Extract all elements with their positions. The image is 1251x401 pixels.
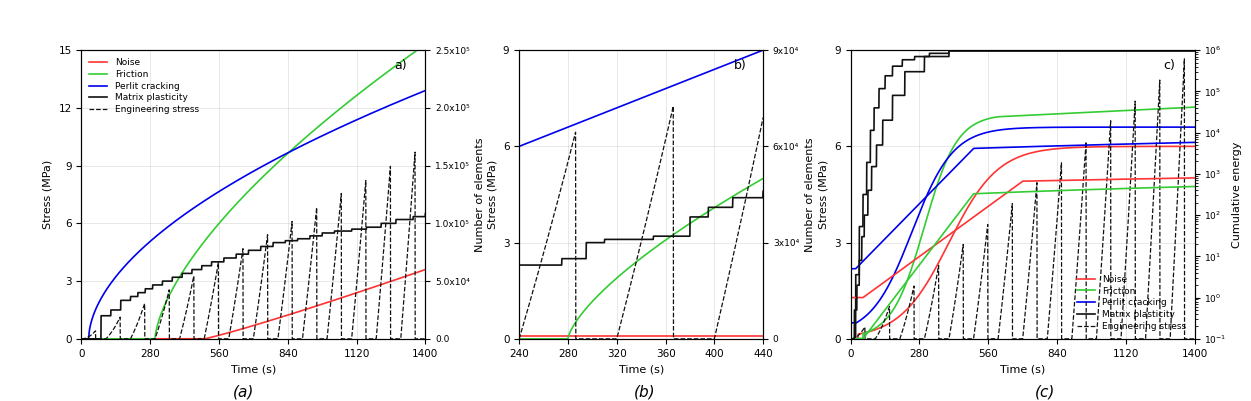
Y-axis label: Number of elements: Number of elements [804,137,814,252]
X-axis label: Time (s): Time (s) [1000,364,1046,374]
Y-axis label: Stress (MPa): Stress (MPa) [818,160,828,229]
Y-axis label: Number of elements: Number of elements [475,137,485,252]
Text: b): b) [734,59,747,72]
Text: (c): (c) [1035,385,1055,400]
Legend: Noise, Friction, Perlit cracking, Matrix plasticity, Engineering stress: Noise, Friction, Perlit cracking, Matrix… [1073,271,1190,334]
Legend: Noise, Friction, Perlit cracking, Matrix plasticity, Engineering stress: Noise, Friction, Perlit cracking, Matrix… [86,55,203,118]
X-axis label: Time (s): Time (s) [230,364,276,374]
Text: (b): (b) [633,385,656,400]
X-axis label: Time (s): Time (s) [618,364,664,374]
Text: a): a) [394,59,407,72]
Y-axis label: Stress (MPa): Stress (MPa) [487,160,497,229]
Text: c): c) [1163,59,1176,72]
Y-axis label: Cumulative energy: Cumulative energy [1232,141,1242,248]
Y-axis label: Stress (MPa): Stress (MPa) [43,160,53,229]
Text: (a): (a) [233,385,255,400]
